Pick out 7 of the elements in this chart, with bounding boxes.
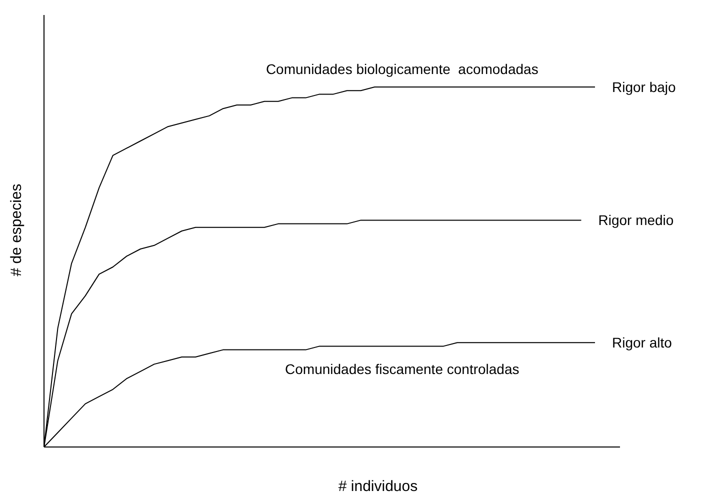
series-label: Rigor medio [598, 212, 674, 228]
text: Comunidades biologicamente acomodadas [266, 61, 538, 77]
y-axis-title: # de especies [8, 184, 25, 276]
series-label: Rigor alto [612, 334, 672, 351]
series-label: Rigor bajo [612, 79, 676, 95]
annotation: Comunidades fiscamente controladas [285, 361, 520, 378]
x-axis-title: # individuos [338, 478, 418, 495]
